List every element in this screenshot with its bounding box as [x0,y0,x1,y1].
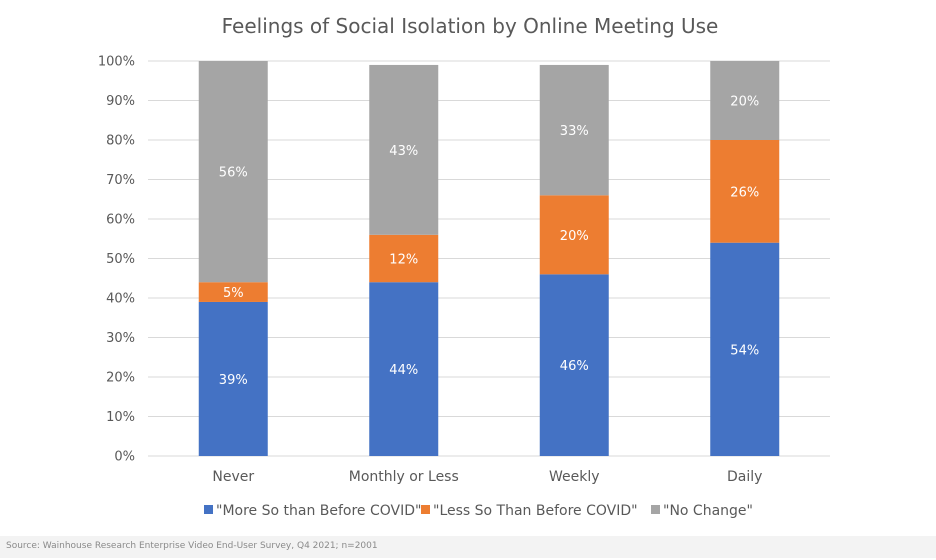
y-tick-label: 10% [106,410,135,425]
y-tick-label: 60% [106,213,135,228]
bars [198,61,780,456]
bar-segment [369,64,439,235]
legend-label: "More So than Before COVID" [216,503,421,519]
x-category-label: Daily [727,469,762,485]
y-tick-label: 90% [106,94,135,109]
data-label: 54% [730,343,759,358]
data-label: 33% [560,124,589,139]
y-tick-label: 100% [98,55,135,70]
bar-segment [710,242,780,456]
bar-segment [198,301,268,456]
data-label: 43% [389,144,418,159]
legend-label: "No Change" [663,503,753,519]
y-axis-ticks: 0% 10% 20% 30% 40% 50% 60% 70% 80% 90% 100% [98,55,135,465]
data-labels: 39% 5% 56% 44% 12% 43% 46% 20% 33% 54% 26% 20% [219,95,759,388]
data-label: 44% [389,363,418,378]
data-label: 46% [560,359,589,374]
bar-segment [710,61,780,140]
y-tick-label: 0% [114,450,135,465]
x-category-label: Weekly [549,469,600,485]
legend-swatch [421,505,430,514]
bar-segment [369,282,439,456]
bar-segment [539,64,609,196]
bar-segment [539,274,609,456]
bar-segment [198,61,268,283]
data-label: 12% [389,253,418,268]
legend-swatch [204,505,213,514]
x-category-label: Monthly or Less [349,469,459,485]
data-label: 39% [219,373,248,388]
bar-segment [369,234,439,283]
y-tick-label: 50% [106,252,135,267]
x-axis-categories: Never Monthly or Less Weekly Daily [212,469,762,485]
y-tick-label: 80% [106,134,135,149]
x-category-label: Never [212,469,254,485]
data-label: 20% [560,229,589,244]
data-label: 56% [219,166,248,181]
source-footer: Source: Wainhouse Research Enterprise Vi… [0,536,936,558]
chart-title: Feelings of Social Isolation by Online M… [222,14,719,38]
y-tick-label: 40% [106,292,135,307]
bar-segment [198,282,268,302]
y-tick-label: 20% [106,371,135,386]
legend-swatch [651,505,660,514]
bar-segment [539,195,609,275]
data-label: 5% [223,286,244,301]
legend-label: "Less So Than Before COVID" [433,503,638,519]
data-label: 26% [730,185,759,200]
source-text: Source: Wainhouse Research Enterprise Vi… [6,541,378,551]
y-tick-label: 70% [106,173,135,188]
bar-segment [710,140,780,243]
y-tick-label: 30% [106,331,135,346]
data-label: 20% [730,95,759,110]
legend: "More So than Before COVID" "Less So Than… [204,503,753,519]
